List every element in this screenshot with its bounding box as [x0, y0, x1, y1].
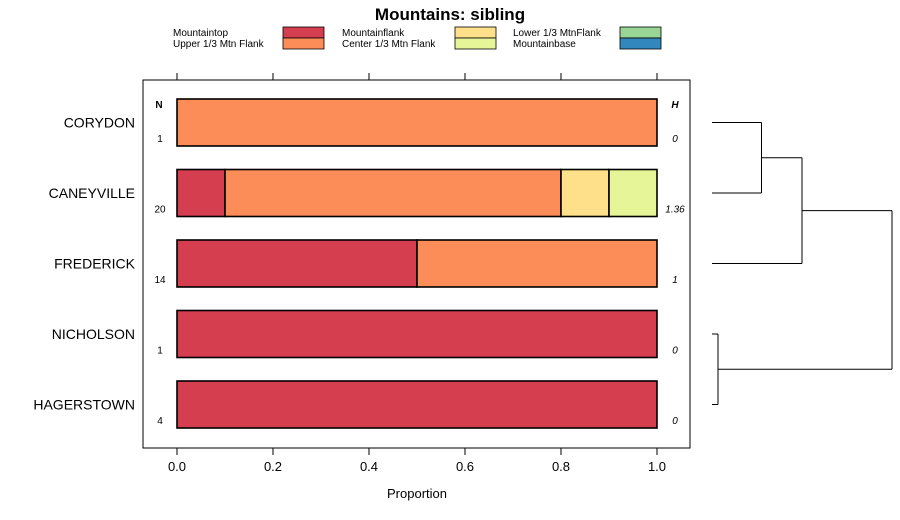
x-tick-label: 0.4	[360, 459, 378, 474]
n-value-nicholson: 1	[157, 346, 163, 357]
bars	[176, 98, 658, 429]
category-label-hagerstown: HAGERSTOWN	[33, 397, 135, 413]
x-tick-label: 0.6	[456, 459, 474, 474]
h-value-nicholson: 0	[672, 346, 678, 357]
legend-label-lower-1-3-mtnflank: Lower 1/3 MtnFlank	[513, 28, 602, 39]
legend-label-center-1-3-mtn-flank: Center 1/3 Mtn Flank	[342, 39, 436, 50]
x-axis-label: Proportion	[387, 486, 447, 501]
h-value-corydon: 0	[672, 134, 678, 145]
legend-swatch-lower-1-3-mtnflank	[619, 26, 662, 39]
h-value-hagerstown: 0	[672, 416, 678, 427]
n-header: N	[155, 100, 162, 111]
bar-segment-caneyville-upper-1-3-mtn-flank	[224, 168, 562, 218]
legend-swatch-center-1-3-mtn-flank	[454, 37, 497, 50]
x-axis: 0.0 0.2 0.4 0.6 0.8 1.0	[168, 73, 666, 474]
dendrogram	[712, 122, 893, 405]
category-label-nicholson: NICHOLSON	[52, 326, 135, 342]
legend-swatch-mountainflank	[454, 26, 497, 39]
legend-label-mountaintop: Mountaintop	[173, 28, 228, 39]
category-label-frederick: FREDERICK	[54, 256, 136, 272]
bar-segment-corydon-upper-1-3-mtn-flank	[176, 98, 658, 147]
legend-swatch-mountaintop	[282, 26, 325, 39]
legend-swatch-mountainbase	[619, 37, 662, 50]
h-value-frederick: 1	[672, 275, 678, 286]
bar-segment-frederick-mountaintop	[176, 239, 418, 288]
chart-title: Mountains: sibling	[375, 5, 525, 24]
bar-segment-hagerstown-mountaintop	[176, 380, 658, 429]
h-header: H	[671, 100, 679, 111]
bar-segment-frederick-upper-1-3-mtn-flank	[416, 239, 658, 288]
x-tick-label: 0.8	[552, 459, 570, 474]
bar-segment-caneyville-mountaintop	[176, 168, 226, 218]
x-tick-label: 0.0	[168, 459, 186, 474]
legend-label-upper-1-3-mtn-flank: Upper 1/3 Mtn Flank	[173, 39, 265, 50]
legend-swatch-upper-1-3-mtn-flank	[282, 37, 325, 50]
h-value-caneyville: 1.36	[665, 205, 685, 216]
plot-frame	[142, 79, 691, 449]
legend-label-mountainbase: Mountainbase	[513, 39, 576, 50]
category-label-corydon: CORYDON	[64, 115, 135, 131]
x-tick-label: 1.0	[648, 459, 666, 474]
category-label-caneyville: CANEYVILLE	[49, 185, 135, 201]
bar-segment-nicholson-mountaintop	[176, 309, 658, 359]
n-value-hagerstown: 4	[157, 416, 163, 427]
bar-segment-caneyville-mountainflank	[560, 168, 610, 218]
x-tick-label: 0.2	[264, 459, 282, 474]
bar-segment-caneyville-center-1-3-mtn-flank	[608, 168, 658, 218]
legend-label-mountainflank: Mountainflank	[342, 28, 405, 39]
n-value-frederick: 14	[154, 275, 166, 286]
n-value-caneyville: 20	[154, 205, 166, 216]
n-value-corydon: 1	[157, 134, 163, 145]
